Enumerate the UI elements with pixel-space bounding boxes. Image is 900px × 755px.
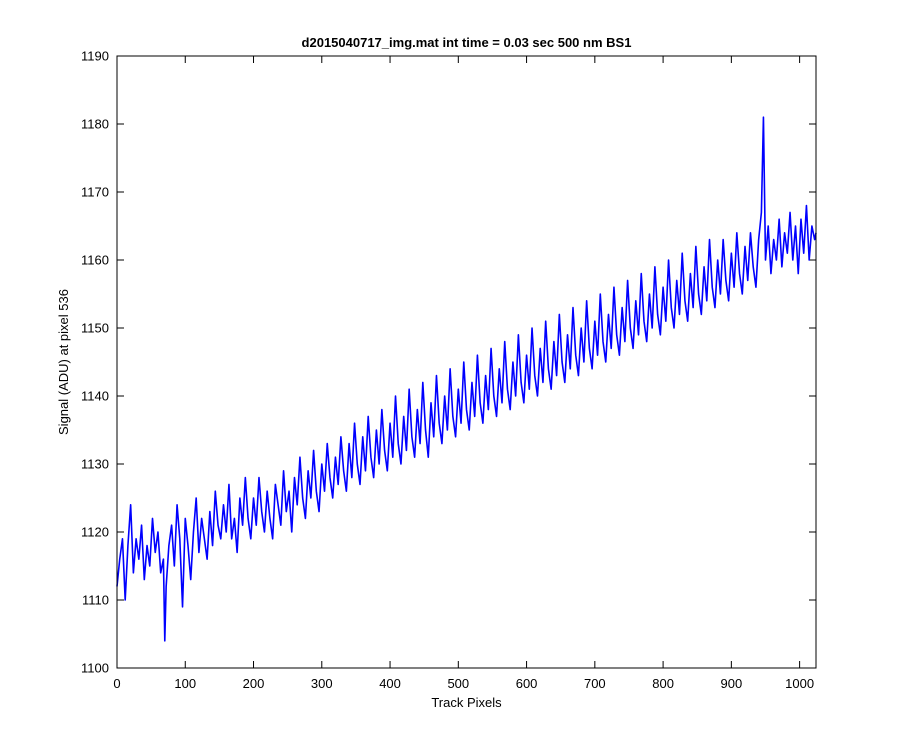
y-tick-label: 1170 [81,185,109,200]
x-tick-label: 1000 [785,676,814,691]
y-tick-label: 1150 [81,321,109,336]
x-tick-label: 800 [652,676,674,691]
y-tick-label: 1130 [81,457,109,472]
y-tick-label: 1190 [81,49,109,64]
ticks-layer: 0 100 200 300 400 500 600 700 800 900 1000 1100 1110… [81,49,816,691]
series-line-0 [116,116,817,642]
series-layer [116,116,817,642]
y-tick-label: 1120 [81,525,109,540]
x-tick-label: 300 [311,676,333,691]
y-tick-label: 1160 [81,253,109,268]
x-tick-label: 900 [721,676,743,691]
x-tick-label: 0 [113,676,120,691]
y-tick-label: 1180 [81,117,109,132]
x-tick-label: 500 [447,676,469,691]
x-tick-label: 100 [174,676,196,691]
axes-box [116,55,817,669]
x-tick-label: 200 [243,676,265,691]
y-tick-label: 1110 [82,593,109,608]
x-tick-label: 700 [584,676,606,691]
x-tick-label: 600 [516,676,538,691]
plot-area [117,56,816,668]
x-axis-label: Track Pixels [431,695,502,710]
chart-title: d2015040717_img.mat int time = 0.03 sec … [302,35,632,50]
y-tick-label: 1140 [81,389,109,404]
x-tick-label: 400 [379,676,401,691]
y-axis-label: Signal (ADU) at pixel 536 [56,289,71,435]
y-tick-label: 1100 [81,661,109,676]
